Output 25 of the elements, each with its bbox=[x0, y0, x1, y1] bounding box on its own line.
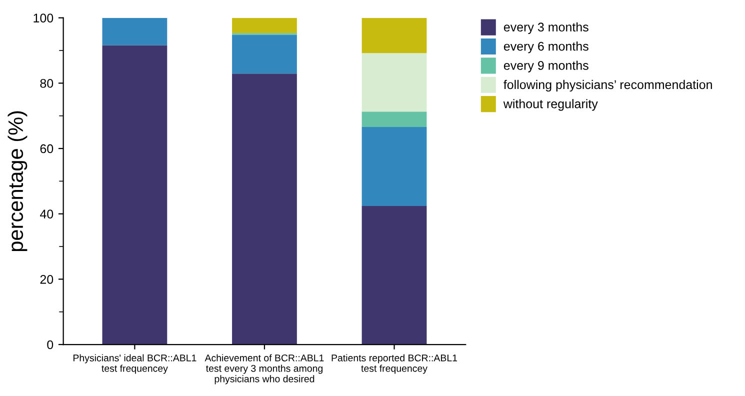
y-tick-label: 20 bbox=[40, 274, 54, 284]
legend-label: without regularity bbox=[503, 99, 598, 111]
y-axis-title: percentage (%) bbox=[8, 111, 28, 252]
bar bbox=[232, 34, 297, 74]
bar bbox=[102, 18, 168, 46]
x-tick-label: Achievement of BCR::ABL1 test every 3 months among physicians who desired bbox=[204, 354, 324, 384]
legend-label: every 6 months bbox=[504, 42, 588, 54]
y-tick-label: 0 bbox=[47, 340, 54, 350]
x-tick-label: Patients reported BCR::ABL1 test frequencey bbox=[332, 354, 458, 374]
y-tick-label: 100 bbox=[34, 14, 54, 22]
y-tick-label: 80 bbox=[40, 78, 54, 88]
x-tick-label: Physicians' ideal BCR::ABL1 test frequencey bbox=[74, 354, 196, 374]
bar bbox=[232, 74, 297, 345]
bar bbox=[102, 45, 168, 345]
legend-label: following physicians’ recommendation bbox=[504, 80, 712, 92]
legend-label: every 9 months bbox=[504, 60, 588, 72]
bar bbox=[362, 206, 427, 345]
bar bbox=[362, 18, 427, 54]
legend-label: every 3 months bbox=[504, 22, 588, 34]
bar bbox=[232, 18, 297, 34]
bar bbox=[362, 126, 427, 206]
y-tick-label: 60 bbox=[40, 144, 54, 154]
bar bbox=[362, 112, 427, 127]
y-tick-label: 40 bbox=[40, 210, 54, 218]
bar bbox=[362, 53, 427, 112]
